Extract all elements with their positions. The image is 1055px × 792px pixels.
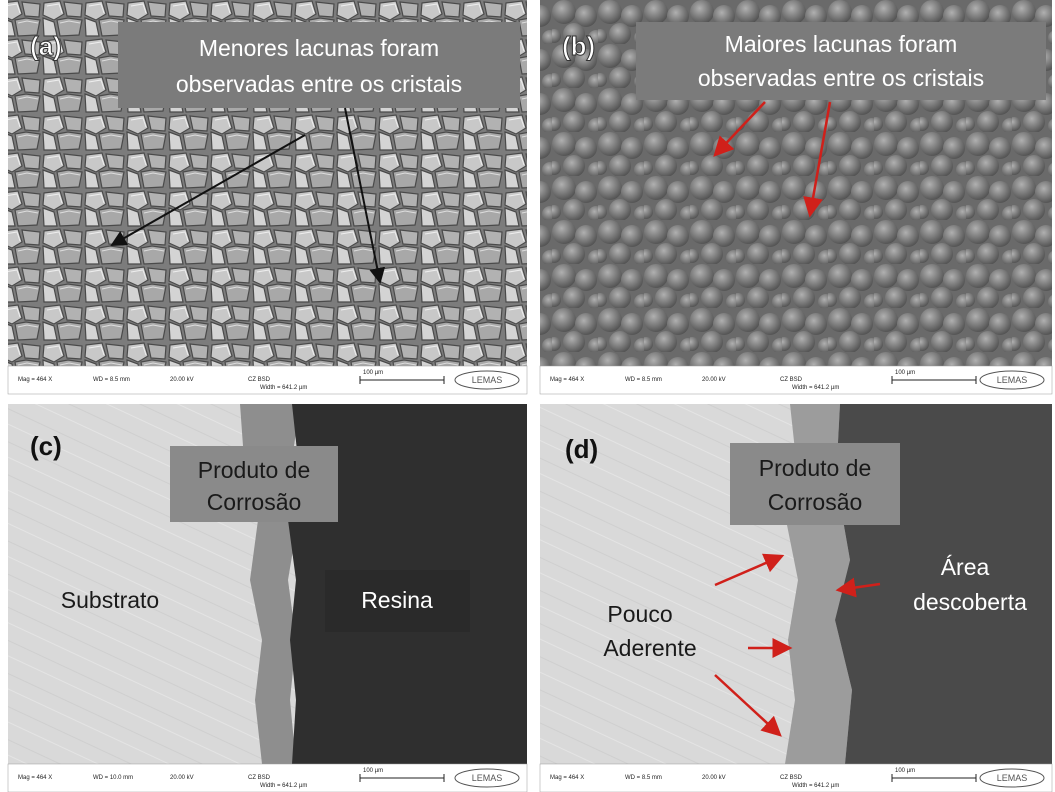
annotation: Área: [941, 554, 990, 580]
logo: LEMAS: [997, 773, 1028, 783]
annotation: Corrosão: [207, 489, 302, 515]
info-text: Width = 641.2 µm: [792, 385, 839, 391]
annotation: Produto de: [759, 455, 872, 481]
annotation: Aderente: [603, 635, 696, 661]
info-text: WD = 8.5 mm: [93, 377, 130, 383]
annotation: Produto de: [198, 457, 311, 483]
info-text: 100 µm: [895, 370, 915, 376]
logo: LEMAS: [997, 375, 1028, 385]
panel-label: (b): [562, 31, 595, 61]
info-text: Mag = 464 X: [18, 775, 52, 781]
info-text: WD = 10.0 mm: [93, 775, 133, 781]
info-text: 20.00 kV: [702, 775, 726, 781]
info-text: CZ BSD: [780, 775, 803, 781]
info-text: Mag = 464 X: [550, 377, 584, 383]
figure: (a) (b) (c) (d) Menores lacunas foram ob…: [0, 0, 1055, 792]
annotation: Corrosão: [768, 489, 863, 515]
info-text: WD = 8.5 mm: [625, 377, 662, 383]
annotation: Maiores lacunas foram: [725, 31, 958, 57]
info-text: 20.00 kV: [702, 377, 726, 383]
info-text: Width = 641.2 µm: [260, 783, 307, 789]
annotation: observadas entre os cristais: [698, 65, 984, 91]
panel-label: (a): [30, 31, 62, 61]
info-text: 100 µm: [363, 768, 383, 774]
annotation: Substrato: [61, 587, 159, 613]
info-text: Mag = 464 X: [18, 377, 52, 383]
panel-label: (d): [565, 434, 598, 464]
info-text: WD = 8.5 mm: [625, 775, 662, 781]
info-text: 100 µm: [895, 768, 915, 774]
info-text: 100 µm: [363, 370, 383, 376]
info-text: CZ BSD: [780, 377, 803, 383]
info-text: 20.00 kV: [170, 775, 194, 781]
annotation: Menores lacunas foram: [199, 35, 439, 61]
info-text: Width = 641.2 µm: [260, 385, 307, 391]
info-text: Mag = 464 X: [550, 775, 584, 781]
annotation: observadas entre os cristais: [176, 71, 462, 97]
annotation: Resina: [361, 587, 433, 613]
logo: LEMAS: [472, 773, 503, 783]
info-text: 20.00 kV: [170, 377, 194, 383]
annotation: descoberta: [913, 589, 1027, 615]
info-text: CZ BSD: [248, 377, 271, 383]
info-text: Width = 641.2 µm: [792, 783, 839, 789]
logo: LEMAS: [472, 375, 503, 385]
annotation: Pouco: [607, 601, 672, 627]
info-text: CZ BSD: [248, 775, 271, 781]
panel-label: (c): [30, 431, 62, 461]
